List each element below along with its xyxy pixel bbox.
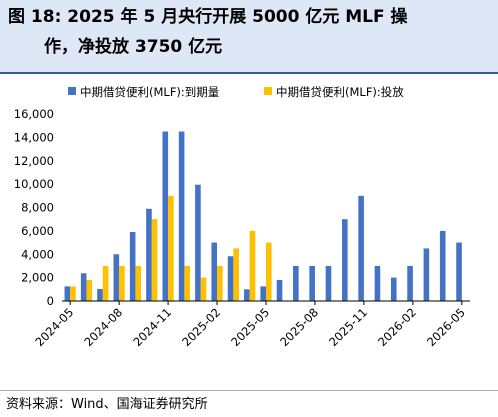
bar-series2 (86, 279, 93, 301)
mlf-bar-chart: 中期借贷便利(MLF):到期量 中期借贷便利(MLF):投放 0 2,000 4,00… (14, 85, 470, 349)
bar-series2 (135, 265, 142, 301)
bar-series2 (119, 265, 125, 301)
y-tick-label: 12,000 (14, 154, 54, 168)
bar-series2 (151, 219, 158, 301)
legend: 中期借贷便利(MLF):到期量 中期借贷便利(MLF):投放 (68, 85, 404, 99)
bar-series1 (293, 265, 299, 301)
bars (64, 131, 462, 301)
bar-series1 (195, 184, 201, 301)
figure-title-line-2: 作，净投放 3750 亿元 (44, 37, 223, 57)
y-tick-label: 16,000 (14, 107, 54, 121)
x-tick-label: 2025-02 (179, 305, 223, 349)
y-axis: 0 2,000 4,000 6,000 8,000 10,000 12,000 14,000 1… (14, 107, 54, 308)
bar-series1 (390, 277, 397, 301)
bar-series2 (249, 230, 256, 301)
x-tick-label: 2024-08 (81, 305, 125, 349)
bar-series1 (227, 256, 234, 301)
bar-series1 (162, 131, 169, 301)
bar-series1 (97, 288, 103, 301)
x-tick-label: 2026-05 (424, 305, 468, 349)
legend-label-2: 中期借贷便利(MLF):投放 (276, 85, 404, 99)
bar-series1 (146, 208, 152, 301)
bar-series1 (325, 265, 332, 301)
bar-series1 (64, 286, 71, 301)
bar-series1 (374, 265, 381, 301)
bar-series1 (407, 265, 413, 301)
source-divider (0, 390, 498, 391)
y-tick-label: 0 (47, 294, 54, 308)
bar-series2 (233, 248, 239, 301)
bar-series2 (184, 265, 190, 301)
legend-swatch-1 (68, 87, 76, 95)
y-tick-label: 6,000 (21, 224, 54, 238)
y-tick-label: 4,000 (21, 247, 54, 261)
x-tick-label: 2025-08 (277, 305, 321, 349)
bar-series1 (423, 248, 430, 301)
bar-series2 (200, 277, 207, 301)
y-tick-label: 8,000 (21, 201, 54, 215)
bar-series1 (358, 195, 364, 301)
bar-series1 (129, 232, 136, 301)
bar-series1 (244, 289, 250, 301)
figure-title-box: 图 18: 2025 年 5 月央行开展 5000 亿元 MLF 操 作，净投放… (0, 0, 498, 74)
x-tick-label: 2026-02 (375, 305, 419, 349)
bar-series1 (456, 242, 462, 301)
y-tick-label: 10,000 (14, 177, 54, 191)
bar-series1 (178, 131, 185, 301)
bar-series1 (439, 230, 446, 301)
y-tick-label: 14,000 (14, 130, 54, 144)
bar-series2 (102, 265, 109, 301)
bar-series1 (80, 273, 87, 301)
bar-series1 (260, 286, 266, 301)
bar-series2 (168, 195, 174, 301)
x-tick-label: 2025-05 (228, 305, 272, 349)
y-tick-label: 2,000 (21, 271, 54, 285)
x-tick-label: 2024-05 (32, 305, 76, 349)
bar-series1 (342, 219, 348, 301)
legend-swatch-2 (264, 87, 272, 95)
bar-series2 (70, 286, 76, 301)
legend-label-1: 中期借贷便利(MLF):到期量 (80, 85, 219, 99)
bar-series1 (211, 242, 218, 301)
bar-series2 (217, 265, 223, 301)
bar-series1 (113, 254, 120, 301)
x-axis: 2024-05 2024-08 2024-11 2025-02 2025-05 2025-… (32, 300, 470, 349)
bar-series1 (276, 279, 283, 301)
figure-title-line-1: 图 18: 2025 年 5 月央行开展 5000 亿元 MLF 操 (8, 7, 408, 27)
bar-series1 (309, 265, 315, 301)
source-note: 资料来源：Wind、国海证券研究所 (6, 397, 208, 412)
x-tick-label: 2025-11 (326, 305, 370, 349)
x-tick-label: 2024-11 (130, 305, 174, 349)
bar-series2 (266, 242, 272, 301)
